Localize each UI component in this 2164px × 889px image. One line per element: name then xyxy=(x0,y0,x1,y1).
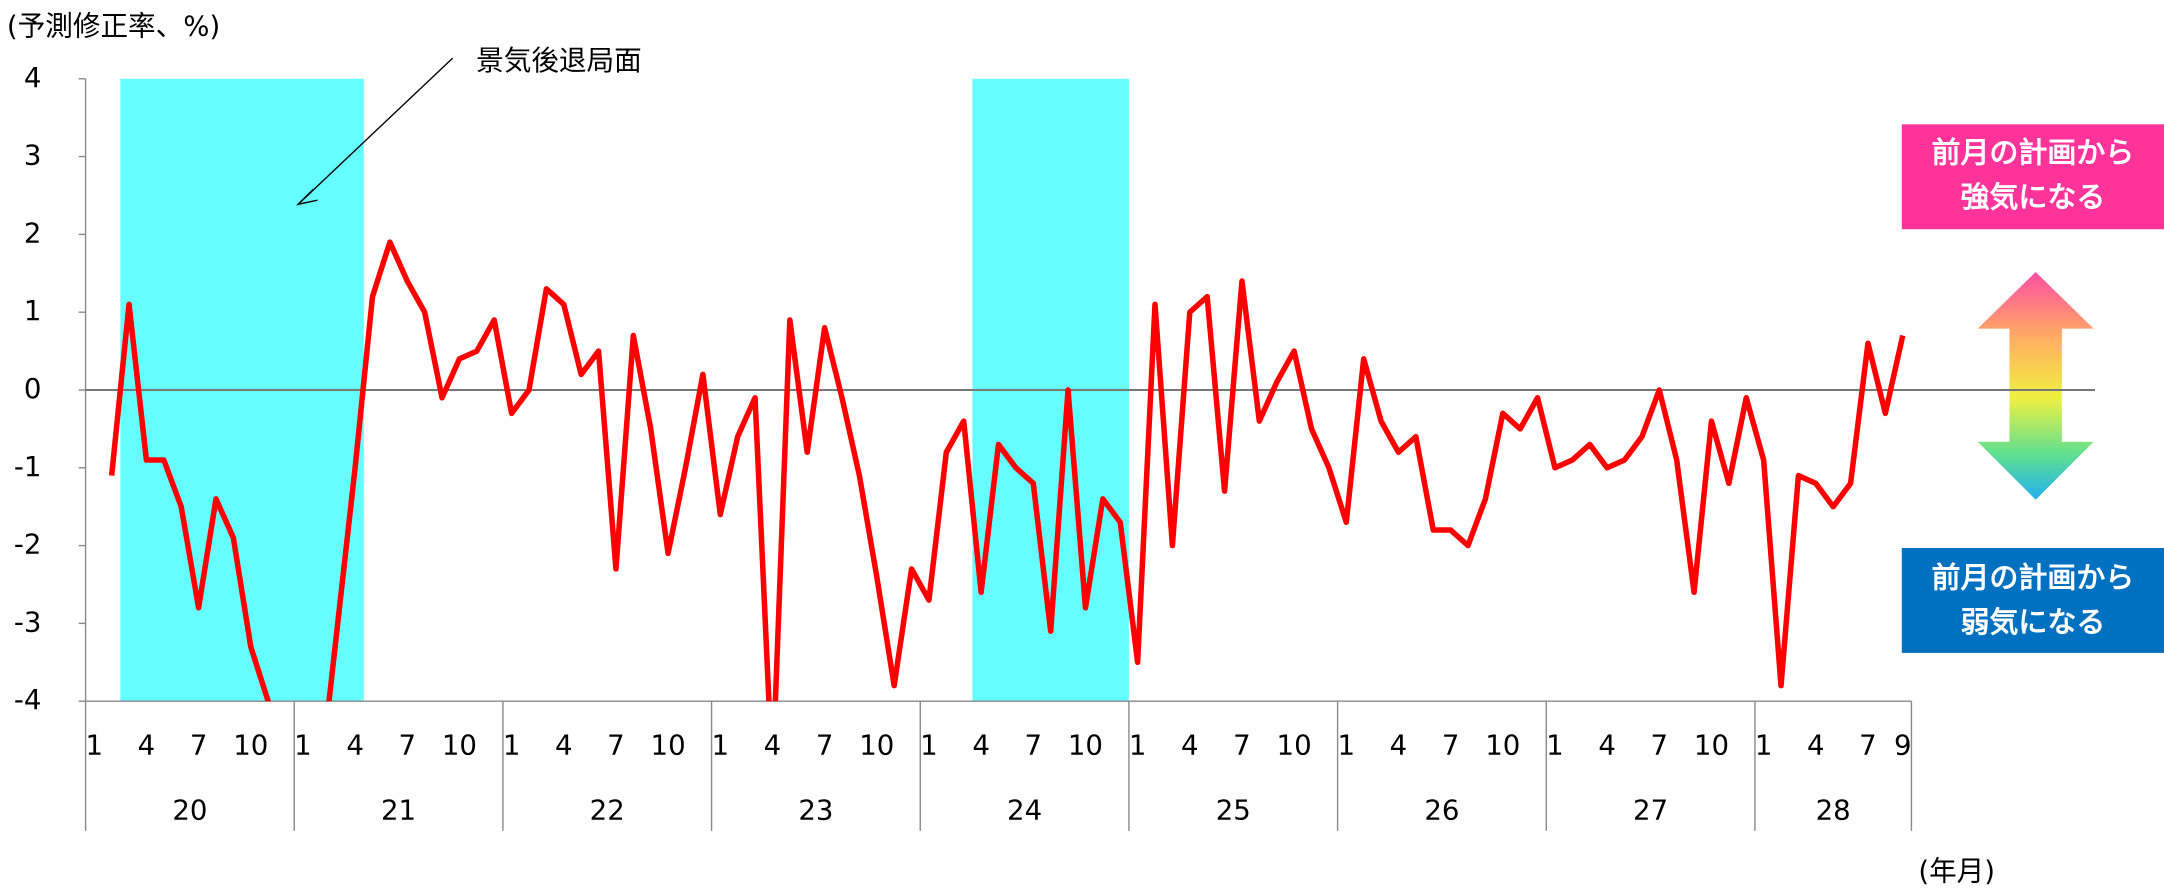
y-tick-label: -3 xyxy=(14,605,42,638)
lower-box: 前月の計画から 弱気になる xyxy=(1901,548,2164,653)
box xyxy=(1901,548,2164,653)
x-tick-label: 4 xyxy=(1181,729,1199,762)
annotation: 景気後退局面 xyxy=(476,44,642,77)
y-tick-label: 0 xyxy=(24,372,42,405)
box-text: 弱気になる xyxy=(1960,605,2105,639)
x-tick-label: 4 xyxy=(972,729,990,762)
box-text: 強気になる xyxy=(1960,180,2105,214)
x-tick-label: 1 xyxy=(711,729,729,762)
x-tick-label: 7 xyxy=(190,729,208,762)
x-tick-label: 4 xyxy=(555,729,573,762)
x-tick-label: 9 xyxy=(1894,729,1912,762)
x-tick-label: 4 xyxy=(346,729,364,762)
x-tick-label: 10 xyxy=(233,729,268,762)
x-tick-label: 1 xyxy=(85,729,103,762)
x-tick-label: 10 xyxy=(651,729,686,762)
data-line xyxy=(108,239,1906,702)
y-tick-label: 4 xyxy=(24,61,42,94)
x-tick-label: 1 xyxy=(503,729,521,762)
x-group-label: 28 xyxy=(1816,794,1851,827)
box xyxy=(1901,124,2164,230)
arrow-head xyxy=(295,188,318,206)
x-tick-label: 10 xyxy=(1068,729,1103,762)
x-group-label: 26 xyxy=(1424,794,1459,827)
y-tick-label: 1 xyxy=(24,294,42,327)
x-tick-label: 10 xyxy=(442,729,477,762)
x-tick-label: 7 xyxy=(816,729,834,762)
x-group-label: 22 xyxy=(590,794,625,827)
x-tick-label: 1 xyxy=(1129,729,1147,762)
x-group-label: 24 xyxy=(1007,794,1042,827)
x-tick-label: 7 xyxy=(1442,729,1460,762)
x-tick-label: 1 xyxy=(294,729,312,762)
x-axis-title: (年月) xyxy=(1918,854,1995,887)
x-tick-label: 1 xyxy=(1546,729,1564,762)
x-tick-label: 7 xyxy=(1233,729,1251,762)
y-tick-label: -2 xyxy=(14,528,42,561)
x-tick-label: 10 xyxy=(1277,729,1312,762)
y-tick-label: 2 xyxy=(24,216,42,249)
x-tick-label: 7 xyxy=(398,729,416,762)
x-tick-label: 7 xyxy=(1859,729,1877,762)
x-tick-label: 7 xyxy=(1651,729,1669,762)
y-tick-label: -4 xyxy=(14,683,42,716)
y-tick-label: 3 xyxy=(24,139,42,172)
x-tick-label: 7 xyxy=(607,729,625,762)
y-axis-title: (予測修正率、%) xyxy=(7,10,220,43)
x-tick-label: 4 xyxy=(1807,729,1825,762)
x-tick-label: 4 xyxy=(1598,729,1616,762)
box-text: 前月の計画から xyxy=(1931,561,2134,595)
x-tick-label: 1 xyxy=(1755,729,1773,762)
x-tick-label: 1 xyxy=(1338,729,1356,762)
x-tick-label: 10 xyxy=(859,729,894,762)
x-tick-label: 4 xyxy=(764,729,782,762)
x-tick-label: 4 xyxy=(1390,729,1408,762)
upper-box: 前月の計画から 強気になる xyxy=(1901,124,2164,230)
x-tick-label: 10 xyxy=(1694,729,1729,762)
box-text: 前月の計画から xyxy=(1931,136,2134,170)
x-tick-label: 1 xyxy=(920,729,938,762)
x-group-label: 21 xyxy=(381,794,416,827)
x-group-label: 20 xyxy=(172,794,207,827)
x-tick-label: 10 xyxy=(1485,729,1520,762)
x-group-label: 27 xyxy=(1633,794,1668,827)
y-tick-label: -1 xyxy=(14,450,42,483)
x-tick-label: 4 xyxy=(138,729,156,762)
x-group-label: 23 xyxy=(798,794,833,827)
annotation-arrow xyxy=(297,57,454,205)
x-group-label: 25 xyxy=(1216,794,1251,827)
gradient-arrow xyxy=(1977,271,2094,500)
x-tick-label: 7 xyxy=(1025,729,1043,762)
